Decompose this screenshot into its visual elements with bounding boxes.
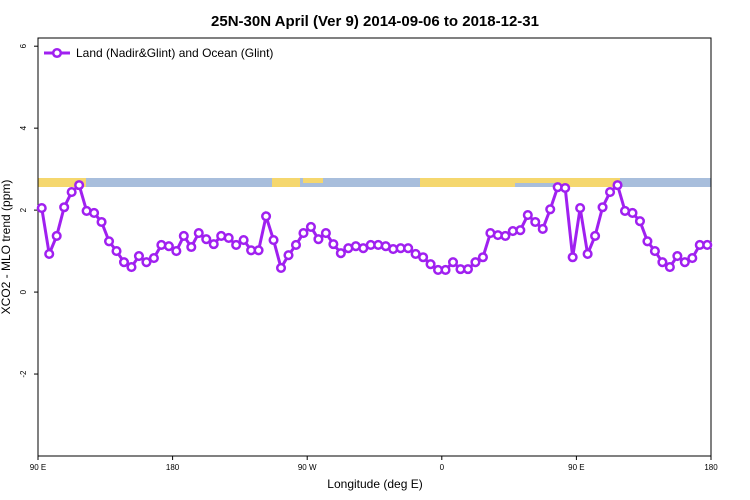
data-point (126, 262, 137, 273)
data-point (649, 246, 660, 257)
data-point (702, 239, 713, 251)
data-point (118, 257, 130, 268)
data-point (470, 257, 481, 268)
data-point (148, 253, 159, 264)
data-point (163, 241, 174, 252)
data-point (74, 180, 85, 191)
data-point (522, 209, 533, 221)
data-point (320, 228, 331, 239)
x-tick-label: 0 (440, 463, 445, 472)
data-point (186, 241, 197, 253)
data-point (477, 252, 488, 263)
data-point (575, 203, 586, 214)
data-point (133, 250, 144, 262)
data-point (290, 239, 302, 251)
data-point (171, 246, 182, 257)
data-point (500, 230, 511, 241)
data-point (440, 264, 451, 275)
data-point (261, 211, 272, 222)
data-point (208, 239, 219, 250)
y-tick-label: 6 (19, 43, 28, 48)
data-point (223, 232, 234, 244)
data-point (51, 230, 62, 241)
data-point (418, 252, 429, 263)
x-tick-label: 90 W (298, 463, 317, 472)
data-point (44, 248, 55, 260)
x-axis-label: Longitude (deg E) (327, 477, 422, 491)
data-point (275, 262, 287, 273)
data-point (462, 264, 474, 275)
data-point (193, 228, 204, 239)
x-tick-label: 180 (704, 463, 718, 472)
y-tick-label: 4 (19, 125, 28, 130)
data-point (447, 257, 459, 268)
data-point (515, 225, 526, 236)
data-point (178, 230, 189, 241)
y-tick-label: 0 (19, 289, 28, 294)
x-tick-label: 90 E (568, 463, 584, 472)
data-point (679, 257, 690, 268)
data-point (59, 202, 70, 213)
data-point (305, 221, 316, 232)
data-point (89, 207, 100, 219)
data-point (201, 234, 212, 245)
data-point (36, 203, 47, 214)
data-point (425, 259, 436, 270)
data-point (530, 216, 541, 228)
data-point (560, 182, 571, 194)
data-point (634, 216, 646, 227)
data-point (403, 243, 414, 254)
data-point (597, 202, 608, 213)
x-tick-label: 180 (166, 463, 180, 472)
data-point (582, 248, 593, 260)
land-ocean-strip (38, 178, 711, 187)
data-point (687, 253, 698, 264)
data-point (268, 234, 279, 246)
data-point (66, 187, 77, 198)
y-tick-label: -2 (19, 370, 28, 378)
data-point (335, 248, 346, 259)
data-point (567, 252, 578, 263)
y-tick-label: 2 (19, 207, 28, 212)
data-point (298, 228, 309, 239)
data-point (96, 216, 107, 228)
data-point (642, 236, 653, 247)
data-point (283, 250, 294, 261)
data-point (657, 257, 668, 268)
data-point (590, 230, 601, 241)
data-point (627, 207, 638, 219)
data-point (231, 239, 242, 251)
legend-label: Land (Nadir&Glint) and Ocean (Glint) (76, 46, 273, 60)
chart-title: 25N-30N April (Ver 9) 2014-09-06 to 2018… (211, 13, 539, 30)
data-point (612, 180, 623, 191)
data-point (238, 234, 249, 246)
data-point (328, 239, 339, 250)
data-point (672, 250, 683, 262)
data-point (664, 262, 675, 273)
data-point (605, 187, 616, 198)
y-axis-label: XCO2 - MLO trend (ppm) (0, 180, 13, 315)
data-point (103, 236, 115, 247)
data-point (537, 223, 548, 235)
data-point (313, 234, 324, 245)
legend-marker (51, 47, 63, 59)
x-tick-label: 90 E (30, 463, 46, 472)
data-point (141, 257, 152, 268)
data-point (253, 245, 264, 256)
data-point (111, 246, 122, 257)
data-point (545, 204, 556, 215)
